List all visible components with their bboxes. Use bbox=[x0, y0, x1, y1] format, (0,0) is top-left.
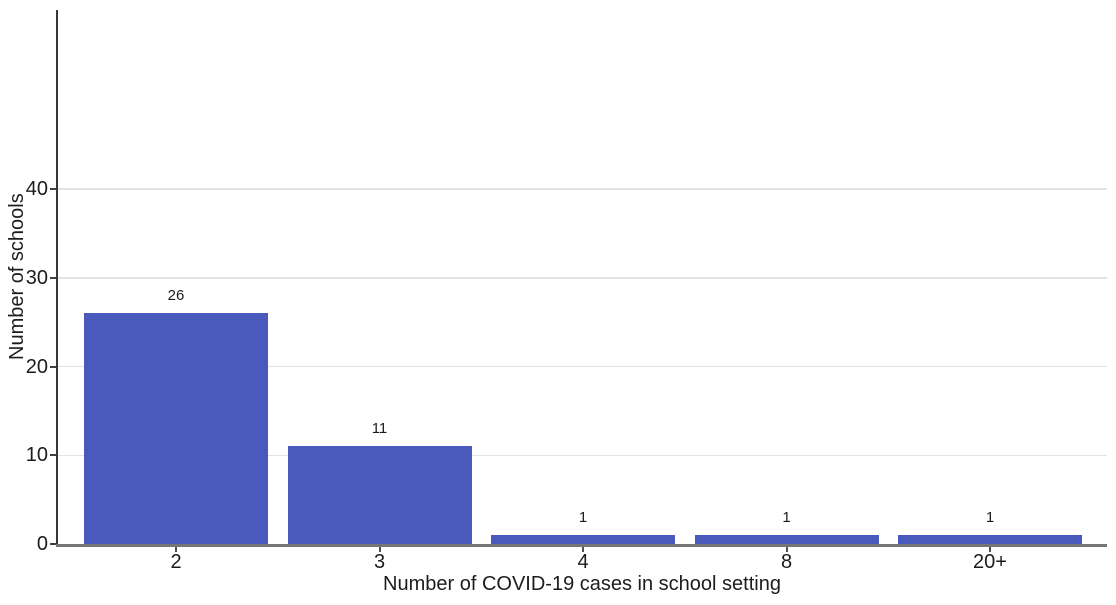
bar-3 bbox=[287, 446, 472, 544]
x-axis-tick-4 bbox=[582, 546, 584, 552]
y-axis-tick-40 bbox=[49, 188, 56, 191]
x-axis-tick-8 bbox=[785, 546, 788, 552]
gridline-y-30 bbox=[57, 277, 1107, 279]
y-axis-tick-label-30: 30 bbox=[25, 266, 48, 289]
gridline-y-40 bbox=[57, 188, 1107, 190]
gridline-y-20 bbox=[57, 365, 1107, 368]
y-axis-tick-label-10: 10 bbox=[25, 444, 48, 467]
x-axis-tick-2 bbox=[175, 546, 177, 552]
bar-value-label-4: 1 bbox=[578, 509, 588, 527]
y-axis-tick-label-20: 20 bbox=[25, 355, 48, 378]
x-axis-tick-label-2: 2 bbox=[170, 551, 182, 573]
bar-value-label-3: 11 bbox=[371, 420, 388, 438]
bar-value-label-8: 1 bbox=[782, 509, 791, 527]
bar-8 bbox=[694, 535, 879, 544]
x-axis-title: Number of COVID-19 cases in school setti… bbox=[383, 573, 781, 595]
y-axis-tick-0 bbox=[49, 543, 56, 545]
x-axis-tick-label-4: 4 bbox=[577, 551, 589, 573]
y-axis-tick-30 bbox=[49, 276, 56, 279]
y-axis-tick-label-40: 40 bbox=[25, 178, 48, 201]
x-axis-tick-20+ bbox=[989, 546, 991, 552]
bar-4 bbox=[491, 535, 675, 544]
x-axis-line bbox=[55, 544, 1107, 547]
x-axis-tick-label-8: 8 bbox=[780, 551, 793, 573]
bar-20+ bbox=[898, 535, 1082, 544]
y-axis-tick-label-0: 0 bbox=[36, 533, 48, 555]
y-axis-line bbox=[55, 10, 58, 546]
x-axis-tick-3 bbox=[378, 546, 381, 552]
y-axis-tick-10 bbox=[49, 454, 56, 457]
x-axis-tick-label-3: 3 bbox=[373, 551, 386, 573]
bar-value-label-2: 26 bbox=[167, 287, 185, 305]
bar-2 bbox=[84, 313, 268, 544]
x-axis-tick-label-20+: 20+ bbox=[973, 551, 1007, 573]
gridline-y-10 bbox=[57, 454, 1107, 457]
bar-value-label-20+: 1 bbox=[985, 509, 995, 527]
y-axis-tick-20 bbox=[49, 365, 56, 368]
